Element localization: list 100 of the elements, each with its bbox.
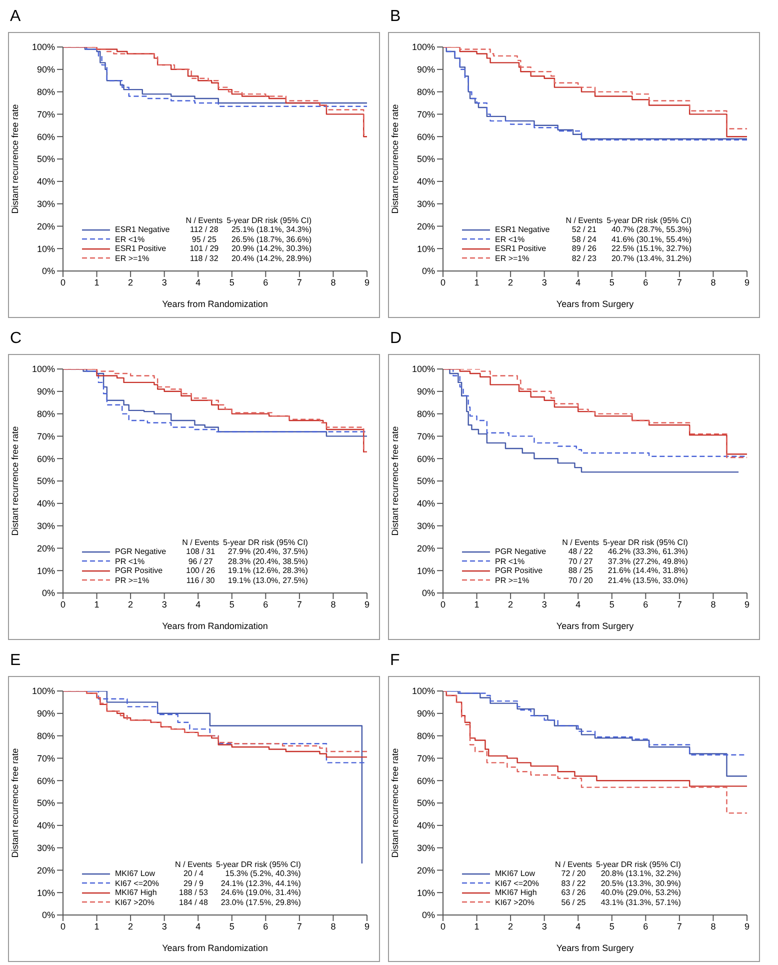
y-tick-label: 0% bbox=[422, 266, 435, 276]
y-axis-title: Distant recurrence free rate bbox=[10, 748, 20, 858]
annotation: 5-year DR risk (95% CI) bbox=[226, 216, 313, 225]
annotation: N / Events bbox=[564, 216, 604, 225]
x-tick-label: 4 bbox=[196, 599, 201, 610]
legend-label: ER <1% bbox=[494, 234, 526, 244]
legend-label: PR <1% bbox=[494, 556, 526, 566]
x-tick-label: 9 bbox=[364, 921, 370, 932]
y-tick-label: 20% bbox=[416, 543, 435, 554]
annotation: 20.4% (14.2%, 28.9%) bbox=[230, 254, 313, 263]
annotation: N / Events bbox=[554, 860, 593, 869]
x-tick-label: 7 bbox=[676, 921, 682, 932]
y-tick-label: 60% bbox=[416, 454, 435, 464]
annotation: 19.1% (13.0%, 27.5%) bbox=[226, 576, 309, 585]
y-tick-label: 50% bbox=[36, 476, 55, 486]
annotation: 28.3% (20.4%, 38.5%) bbox=[226, 556, 309, 566]
x-tick-label: 1 bbox=[94, 599, 100, 610]
annotation: 24.6% (19.0%, 31.4%) bbox=[220, 888, 302, 898]
x-tick-label: 4 bbox=[576, 921, 581, 932]
legend-label: ER >=1% bbox=[494, 254, 530, 263]
annotation: 40.0% (29.0%, 53.2%) bbox=[600, 888, 682, 898]
y-tick-label: 0% bbox=[422, 910, 435, 920]
annotation: N / Events bbox=[184, 216, 224, 225]
y-tick-label: 10% bbox=[416, 888, 435, 898]
x-tick-label: 5 bbox=[229, 277, 234, 288]
legend-label: PGR Negative bbox=[494, 547, 548, 556]
y-tick-label: 80% bbox=[36, 86, 55, 97]
y-tick-label: 40% bbox=[416, 820, 435, 831]
y-tick-label: 30% bbox=[36, 842, 55, 853]
annotation: 40.7% (28.7%, 55.3%) bbox=[610, 225, 693, 234]
x-axis-title: Years from Randomization bbox=[162, 621, 268, 631]
legend-label: PGR Negative bbox=[114, 547, 168, 556]
y-tick-label: 40% bbox=[416, 498, 435, 509]
x-tick-label: 4 bbox=[576, 277, 581, 288]
x-tick-label: 4 bbox=[196, 277, 201, 288]
x-tick-label: 9 bbox=[744, 599, 750, 610]
legend-label: PR <1% bbox=[114, 556, 146, 566]
y-tick-label: 40% bbox=[36, 176, 55, 187]
y-tick-label: 70% bbox=[416, 431, 435, 442]
y-tick-label: 10% bbox=[36, 566, 55, 576]
y-tick-label: 50% bbox=[416, 476, 435, 486]
annotation: 83 / 22 bbox=[560, 878, 587, 888]
legend-label: MKI67 High bbox=[114, 888, 158, 898]
y-tick-label: 0% bbox=[422, 588, 435, 598]
x-tick-label: 2 bbox=[128, 921, 134, 932]
y-tick-label: 70% bbox=[36, 753, 55, 764]
annotation: 82 / 23 bbox=[570, 254, 598, 263]
legend-label: MKI67 Low bbox=[114, 869, 156, 878]
x-tick-label: 6 bbox=[643, 277, 648, 288]
y-tick-label: 10% bbox=[416, 566, 435, 576]
y-tick-label: 30% bbox=[416, 520, 435, 531]
annotation: 20.5% (13.3%, 30.9%) bbox=[600, 878, 682, 888]
legend-label: PR >=1% bbox=[114, 576, 150, 585]
annotation: 15.3% (5.2%, 40.3%) bbox=[224, 869, 302, 878]
y-tick-label: 60% bbox=[416, 776, 435, 786]
y-tick-label: 20% bbox=[36, 543, 55, 554]
annotation: 48 / 22 bbox=[567, 547, 594, 556]
x-tick-label: 2 bbox=[508, 599, 514, 610]
annotation: 56 / 25 bbox=[560, 898, 587, 907]
x-tick-label: 0 bbox=[440, 599, 446, 610]
y-tick-label: 80% bbox=[36, 730, 55, 741]
annotation: 5-year DR risk (95% CI) bbox=[214, 860, 302, 869]
x-tick-label: 9 bbox=[744, 921, 750, 932]
annotation: 46.2% (33.3%, 61.3%) bbox=[606, 547, 689, 556]
x-tick-label: 3 bbox=[162, 277, 167, 288]
x-tick-label: 3 bbox=[542, 599, 547, 610]
y-tick-label: 0% bbox=[42, 588, 55, 598]
y-tick-label: 80% bbox=[416, 408, 435, 419]
chart-title: E bbox=[9, 652, 22, 671]
x-tick-label: 0 bbox=[440, 921, 446, 932]
y-tick-label: 20% bbox=[416, 221, 435, 232]
y-tick-label: 60% bbox=[36, 132, 55, 142]
annotation: 19.1% (12.6%, 28.3%) bbox=[226, 566, 309, 576]
annotation: 95 / 25 bbox=[190, 234, 218, 244]
x-tick-label: 7 bbox=[676, 599, 682, 610]
y-tick-label: 70% bbox=[416, 753, 435, 764]
annotation: 184 / 48 bbox=[178, 898, 209, 907]
y-tick-label: 90% bbox=[36, 708, 55, 719]
legend-label: PR >=1% bbox=[494, 576, 530, 585]
annotation: 23.0% (17.5%, 29.8%) bbox=[220, 898, 302, 907]
annotation: 100 / 26 bbox=[185, 566, 216, 576]
x-tick-label: 9 bbox=[364, 277, 370, 288]
y-tick-label: 90% bbox=[416, 708, 435, 719]
y-axis-title: Distant recurrence free rate bbox=[390, 104, 400, 214]
annotation: 20.8% (13.1%, 32.2%) bbox=[600, 869, 682, 878]
annotation: 5-year DR risk (95% CI) bbox=[594, 860, 682, 869]
y-tick-label: 70% bbox=[36, 109, 55, 120]
annotation: 26.5% (18.7%, 36.6%) bbox=[230, 234, 313, 244]
x-axis-title: Years from Randomization bbox=[162, 943, 268, 953]
y-tick-label: 40% bbox=[36, 820, 55, 831]
annotation: 21.4% (13.5%, 33.0%) bbox=[606, 576, 689, 585]
annotation: 116 / 30 bbox=[185, 576, 216, 585]
annotation: 70 / 20 bbox=[567, 576, 594, 585]
annotation: 5-year DR risk (95% CI) bbox=[602, 538, 689, 547]
x-tick-label: 2 bbox=[128, 277, 134, 288]
annotation: 24.1% (12.3%, 44.1%) bbox=[220, 878, 302, 888]
chart-title: B bbox=[389, 8, 402, 27]
x-tick-label: 3 bbox=[162, 921, 167, 932]
y-axis-title: Distant recurrence free rate bbox=[10, 104, 20, 214]
y-tick-label: 30% bbox=[416, 842, 435, 853]
